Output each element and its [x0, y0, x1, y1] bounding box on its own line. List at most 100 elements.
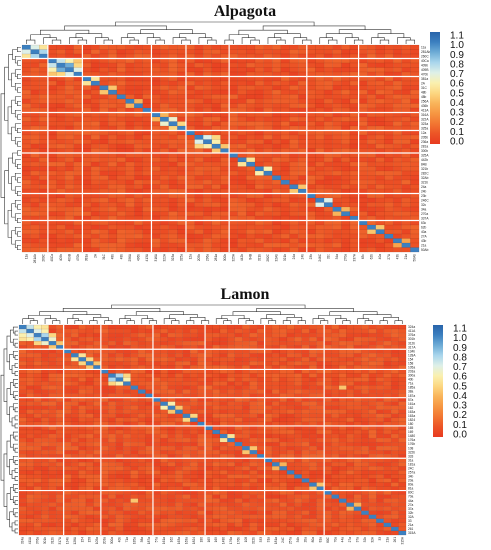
heatmap-cell — [376, 389, 384, 394]
heatmap-cell — [56, 233, 66, 239]
heatmap-cell — [82, 220, 92, 226]
heatmap-cell — [346, 401, 355, 406]
heatmap-cell — [115, 458, 124, 463]
heatmap-cell — [85, 336, 94, 342]
heatmap-cell — [48, 522, 57, 528]
heatmap-cell — [219, 385, 228, 390]
heatmap-cell — [263, 49, 273, 55]
heatmap-cell — [289, 152, 299, 158]
heatmap-cell — [338, 401, 347, 406]
row-dendrogram — [17, 177, 21, 183]
heatmap-cell — [249, 425, 258, 431]
heatmap-cell — [30, 98, 40, 104]
heatmap-cell — [159, 125, 169, 131]
heatmap-cell — [93, 518, 102, 524]
heatmap-cell — [175, 385, 183, 390]
heatmap-cell — [182, 425, 191, 431]
row-label: 470b — [421, 72, 428, 76]
column-dendrogram — [241, 37, 256, 44]
heatmap-cell — [152, 458, 161, 463]
heatmap-cell — [197, 458, 206, 463]
heatmap-cell — [390, 353, 399, 358]
heatmap-cell — [289, 112, 299, 118]
heatmap-cell — [204, 526, 213, 532]
heatmap-cell — [41, 409, 49, 415]
heatmap-cell — [263, 44, 273, 50]
heatmap-cell — [298, 148, 307, 154]
heatmap-cell — [73, 62, 83, 68]
heatmap-cell — [271, 401, 280, 406]
heatmap-cell — [367, 103, 377, 109]
heatmap-cell — [271, 466, 280, 471]
heatmap-cell — [108, 518, 116, 524]
heatmap-cell — [263, 85, 273, 91]
heatmap-cell — [242, 429, 250, 435]
heatmap-cell — [242, 369, 250, 374]
heatmap-cell — [26, 514, 35, 520]
heatmap-cell — [82, 179, 92, 185]
heatmap-cell — [286, 369, 295, 374]
heatmap-cell — [376, 353, 384, 358]
heatmap-cell — [263, 188, 273, 194]
heatmap-cell — [70, 458, 79, 463]
heatmap-cell — [212, 385, 221, 390]
heatmap-cell — [220, 161, 230, 167]
heatmap-cell — [82, 112, 92, 118]
colorbar-tick-label: 1.1 — [450, 31, 464, 42]
heatmap-cell — [346, 494, 355, 499]
heatmap-cell — [257, 357, 265, 362]
column-dendrogram — [397, 37, 411, 44]
heatmap-cell — [323, 53, 333, 59]
heatmap-cell — [204, 514, 213, 520]
heatmap-cell — [249, 433, 258, 439]
heatmap-cell — [227, 462, 236, 467]
heatmap-cell — [237, 134, 247, 140]
heatmap-cell — [315, 247, 325, 253]
heatmap-cell — [18, 324, 27, 330]
heatmap-cell — [368, 369, 377, 374]
heatmap-cell — [227, 478, 236, 483]
heatmap-cell — [367, 85, 377, 91]
heatmap-cell — [78, 328, 87, 334]
heatmap-cell — [306, 148, 316, 154]
heatmap-cell — [306, 242, 316, 248]
heatmap-cell — [315, 62, 325, 68]
heatmap-cell — [332, 175, 342, 181]
heatmap-cell — [167, 526, 176, 532]
heatmap-cell — [401, 238, 411, 244]
heatmap-cell — [227, 522, 236, 528]
heatmap-cell — [142, 179, 152, 185]
heatmap-cell — [246, 139, 256, 145]
heatmap-cell — [182, 470, 191, 475]
heatmap-cell — [349, 175, 359, 181]
heatmap-cell — [229, 116, 238, 122]
heatmap-cell — [185, 148, 195, 154]
heatmap-cell — [159, 121, 169, 127]
heatmap-cell — [18, 490, 27, 495]
heatmap-cell — [134, 53, 144, 59]
heatmap-cell — [384, 175, 394, 181]
heatmap-cell — [137, 425, 146, 431]
heatmap-cell — [85, 510, 94, 515]
heatmap-cell — [306, 166, 316, 172]
heatmap-cell — [316, 522, 325, 528]
column-label: 40Ca — [50, 254, 54, 262]
heatmap-cell — [168, 206, 178, 212]
heatmap-cell — [204, 373, 213, 378]
heatmap-cell — [306, 197, 316, 203]
heatmap-cell — [168, 224, 178, 230]
heatmap-cell — [137, 433, 146, 439]
heatmap-cell — [263, 184, 273, 190]
heatmap-cell — [234, 474, 243, 479]
heatmap-cell — [331, 526, 340, 532]
heatmap-cell — [237, 62, 247, 68]
heatmap-cell — [123, 409, 131, 415]
heatmap-cell — [159, 143, 169, 149]
heatmap-cell — [65, 107, 74, 113]
heatmap-cell — [190, 498, 198, 503]
heatmap-cell — [383, 381, 392, 386]
heatmap-cell — [346, 357, 355, 362]
heatmap-cell — [47, 80, 57, 86]
heatmap-cell — [309, 413, 317, 419]
heatmap-cell — [264, 332, 273, 338]
